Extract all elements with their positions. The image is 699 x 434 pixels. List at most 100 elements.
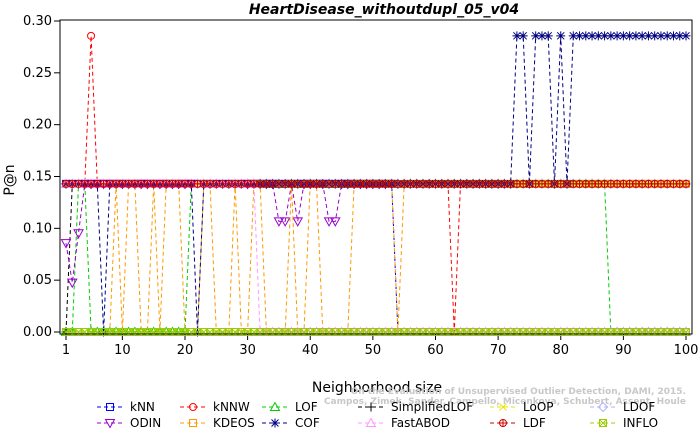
legend-marker-knnw: [189, 403, 197, 411]
point-odin: [73, 229, 84, 239]
x-axis: 1 10 20 30 40 50 60 70 80 90 100: [62, 334, 699, 358]
series-line-knn: [66, 183, 686, 333]
legend-item-kdeos: KDEOS: [180, 416, 255, 430]
legend-item-fastabod: FastABOD: [358, 416, 450, 430]
point-cof: [625, 31, 635, 41]
x-tick-label: 50: [365, 343, 382, 358]
point-cof: [531, 31, 541, 41]
point-odin: [66, 278, 78, 289]
credit-line-2: On the Evaluation of Unsupervised Outlie…: [351, 387, 686, 397]
point-cof: [618, 31, 628, 41]
legend-item-inflo: INFLO: [590, 416, 658, 430]
point-cof: [675, 31, 685, 41]
x-tick-label: 80: [552, 343, 569, 358]
legend-marker-odin: [104, 419, 116, 429]
legend-item-ldof: LDOF: [590, 400, 655, 414]
legend: kNN kNNW LOF SimplifiedLOF LoOP LDOF ODIN KDEOS…: [97, 400, 658, 430]
point-cof: [612, 31, 622, 41]
series-line-kdeos: [66, 183, 686, 333]
point-cof: [518, 31, 528, 41]
x-tick-label: 100: [674, 343, 699, 358]
point-cof: [512, 31, 522, 41]
x-tick-label: 10: [114, 343, 131, 358]
y-tick-label: 0.05: [23, 273, 52, 288]
legend-item-lof: LOF: [262, 400, 318, 414]
y-tick-label: 0.20: [23, 118, 52, 133]
legend-label-inflo: INFLO: [623, 416, 658, 430]
point-cof: [593, 31, 603, 41]
legend-item-odin: ODIN: [97, 416, 161, 430]
y-tick-label: 0.10: [23, 221, 52, 236]
legend-marker-kdeos: [189, 419, 197, 427]
legend-marker-simplifiedlof: [366, 402, 376, 412]
series-line-simplifiedlof: [65, 183, 686, 333]
series-kdeos: [62, 179, 690, 336]
series-lof: [60, 178, 692, 336]
x-axis-label: Neighborhood size: [312, 380, 442, 396]
legend-item-knnw: kNNW: [180, 400, 250, 414]
x-tick-label: 60: [427, 343, 444, 358]
series-simplifiedlof: [61, 179, 691, 337]
point-cof: [556, 31, 566, 41]
point-cof: [543, 31, 553, 41]
legend-label-kdeos: KDEOS: [213, 416, 255, 430]
series-line-fastabod: [66, 183, 686, 333]
legend-label-ldof: LDOF: [623, 400, 655, 414]
point-cof: [568, 31, 578, 41]
x-tick-label: 1: [62, 343, 70, 358]
point-odin: [60, 239, 72, 249]
legend-label-knn: kNN: [130, 400, 155, 414]
y-tick-label: 0.00: [23, 325, 52, 340]
series-odin: [60, 179, 398, 289]
point-cof: [537, 31, 547, 41]
x-tick-label: 20: [177, 343, 194, 358]
y-axis-label: P@n: [2, 164, 18, 195]
x-tick-label: 30: [239, 343, 256, 358]
legend-marker-inflo: [599, 419, 607, 427]
point-odin: [329, 217, 341, 227]
point-odin: [292, 217, 304, 227]
legend-marker-fastabod: [365, 417, 377, 427]
x-tick-label: 90: [615, 343, 632, 358]
legend-item-simplifiedlof: SimplifiedLOF: [358, 400, 473, 414]
plot-frame: [59, 19, 693, 335]
legend-item-cof: COF: [262, 416, 320, 430]
legend-marker-cof: [270, 418, 280, 428]
point-cof: [575, 31, 585, 41]
legend-label-odin: ODIN: [130, 416, 161, 430]
series-ldf: [62, 179, 691, 188]
legend-label-fastabod: FastABOD: [391, 416, 450, 430]
point-cof: [631, 31, 641, 41]
point-cof: [587, 31, 597, 41]
x-tick-label: 70: [490, 343, 507, 358]
y-tick-label: 0.30: [23, 14, 52, 29]
point-ldf: [682, 179, 691, 188]
point-cof: [581, 31, 591, 41]
x-tick-label: 40: [302, 343, 319, 358]
legend-marker-knn: [106, 403, 114, 411]
point-cof: [681, 31, 691, 41]
series-line-lof: [66, 183, 686, 333]
y-axis: 0.00 0.05 0.10 0.15 0.20 0.25 0.30: [23, 14, 60, 340]
y-tick-label: 0.15: [23, 170, 52, 185]
point-cof: [662, 31, 672, 41]
legend-marker-loop: [499, 403, 507, 411]
point-cof: [643, 31, 653, 41]
point-cof: [668, 31, 678, 41]
chart-title: HeartDisease_withoutdupl_05_v04: [249, 2, 519, 18]
point-cof: [650, 31, 660, 41]
credit-line-1: Campos, Zimek, Sander, Campello, Micenko…: [324, 397, 686, 407]
legend-label-ldf: LDF: [523, 416, 546, 430]
point-odin: [279, 217, 291, 227]
point-cof: [600, 31, 610, 41]
legend-marker-lof: [269, 401, 281, 411]
series-fastabod: [60, 178, 692, 336]
plot-area: [60, 31, 692, 337]
legend-label-lof: LOF: [295, 400, 318, 414]
point-cof: [637, 31, 647, 41]
legend-marker-ldof: [597, 401, 609, 413]
legend-item-loop: LoOP: [490, 400, 554, 414]
legend-label-loop: LoOP: [523, 400, 554, 414]
point-odin: [273, 217, 285, 227]
